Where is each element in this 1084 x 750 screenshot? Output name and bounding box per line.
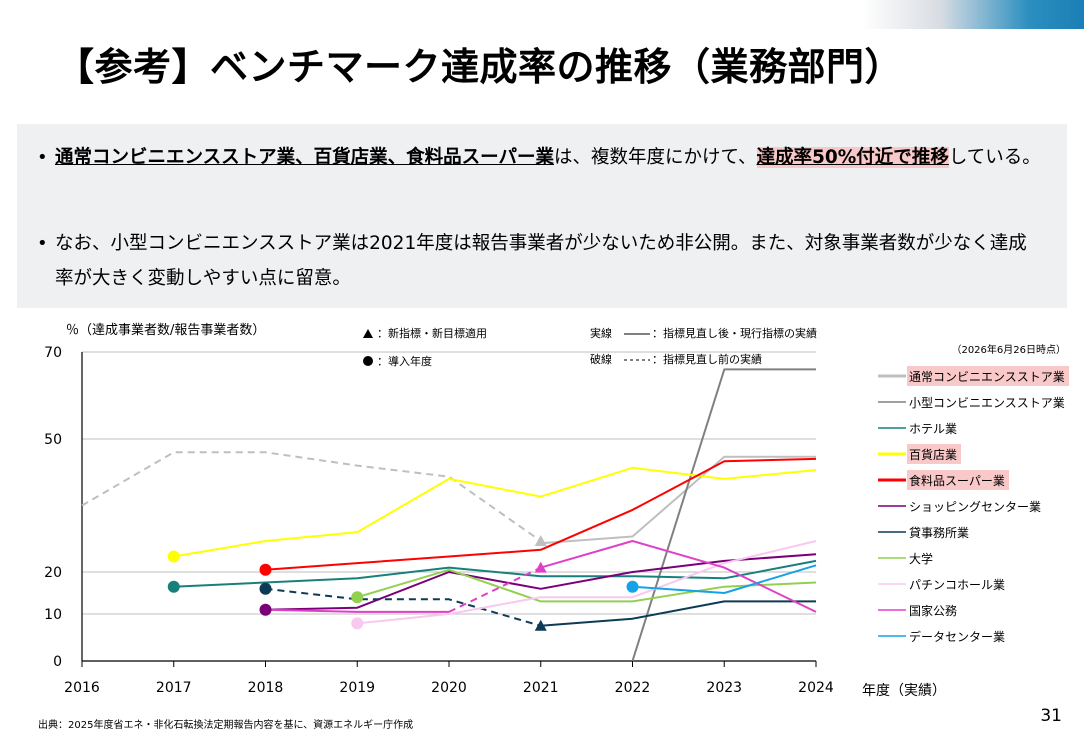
as-of-date-note: （2026年6月26日時点）	[951, 345, 1066, 356]
series-10-line-2	[540, 540, 817, 613]
bullet-dot: •	[37, 147, 48, 168]
achievement-highlight: 達成率50%付近で推移	[756, 147, 949, 168]
annotation-circle-text: ：導入年度	[377, 354, 432, 368]
series-1-line	[540, 455, 816, 545]
corner-accent-bar	[862, 0, 1084, 29]
annotation-triangle-icon	[363, 329, 373, 338]
legend-highlight-4	[907, 444, 961, 464]
legend-label-11: データセンター業	[909, 629, 1005, 644]
annotation-dashed-label: 破線	[590, 352, 612, 366]
series-5-line	[265, 457, 817, 571]
series-8-line	[357, 568, 817, 603]
annotation-solid-text: ：指標見直し後・現行指標の実績	[652, 326, 817, 340]
summary-bullet-1: • 通常コンビニエンスストア業、百貨店業、食料品スーパー業は、複数年度にかけて、…	[37, 140, 1045, 175]
legend-highlight-5	[907, 470, 1009, 490]
legend-label-2: 小型コンビニエンスストア業	[909, 396, 1065, 410]
series-6-line	[265, 553, 817, 611]
legend-label-10: 国家公務	[909, 603, 957, 618]
series-10-line	[265, 608, 449, 613]
legend-label-5: 食料品スーパー業	[909, 473, 1005, 488]
series-4-line	[173, 466, 817, 558]
x-tick-label: 2017	[156, 680, 192, 696]
y-tick-label: 0	[53, 654, 62, 670]
x-tick-label: 2016	[64, 680, 100, 696]
series-1-dashed-line	[81, 451, 542, 542]
series-7-start-marker	[259, 582, 272, 595]
bullet1-text-end: している。	[948, 147, 1041, 168]
summary-bullet-2: • なお、小型コンビニエンスストア業は2021年度は報告事業者が少ないため非公開…	[37, 226, 1045, 296]
legend-label-9: パチンコホール業	[909, 578, 1005, 592]
legend-label-6: ショッピングセンター業	[909, 500, 1041, 514]
y-axis-label: ％（達成事業者数/報告事業者数）	[66, 322, 265, 338]
x-tick-label: 2021	[523, 680, 559, 696]
series-9-line	[357, 540, 817, 625]
series-11-start-marker	[626, 580, 639, 593]
legend-highlight-1	[907, 366, 1069, 386]
x-axis-label: 年度（実績）	[862, 683, 946, 699]
legend-label-7: 貸事務所業	[909, 525, 969, 540]
x-tick-label: 2018	[248, 680, 284, 696]
page-number: 31	[1040, 706, 1062, 726]
annotation-solid-label: 実線	[590, 326, 612, 340]
page-title: 【参考】ベンチマーク達成率の推移（業務部門）	[56, 45, 904, 89]
series-7-triangle-marker	[534, 619, 547, 631]
benchmark-line-chart: 0 10 20 50 70 2016 2017 2018 2019 2020 2021 2022 202…	[44, 322, 1069, 699]
series-3-start-marker	[167, 580, 180, 593]
x-tick-label: 2022	[615, 680, 651, 696]
series-3-line	[173, 559, 817, 588]
series-5-start-marker	[259, 563, 272, 576]
x-tick-label: 2024	[798, 680, 834, 696]
x-tick-label: 2023	[706, 680, 742, 696]
series-8-start-marker	[351, 591, 364, 604]
source-note: 出典：2025年度省エネ・非化石転換法定期報告内容を基に、資源エネルギー庁作成	[38, 720, 414, 731]
legend-label-8: 大学	[909, 551, 933, 566]
series-10-triangle-marker	[534, 561, 547, 573]
annotation-dashed-text: ：指標見直し前の実績	[652, 352, 762, 366]
series-1-triangle-marker	[534, 534, 547, 546]
legend-label-1: 通常コンビニエンスストア業	[909, 370, 1065, 384]
y-tick-label: 10	[44, 607, 62, 623]
legend-label-4: 百貨店業	[909, 447, 957, 462]
series-11-line	[632, 564, 817, 594]
bullet2-text: なお、小型コンビニエンスストア業は2021年度は報告事業者が少ないため非公開。ま…	[55, 233, 1027, 289]
series-2-line	[631, 368, 816, 662]
series-9-start-marker	[351, 617, 364, 630]
y-tick-label: 20	[44, 565, 62, 581]
legend-label-3: ホテル業	[909, 422, 957, 436]
series-7-dashed-line	[265, 587, 542, 627]
series-10-dashed-line	[448, 566, 542, 613]
y-tick-label: 70	[44, 345, 62, 361]
annotation-circle-icon	[363, 356, 373, 366]
x-tick-label: 2019	[339, 680, 375, 696]
bullet1-text-mid: は、複数年度にかけて、	[553, 147, 757, 168]
industries-underlined: 通常コンビニエンスストア業、百貨店業、食料品スーパー業	[55, 147, 554, 168]
bullet-dot: •	[37, 233, 48, 254]
summary-box: • 通常コンビニエンスストア業、百貨店業、食料品スーパー業は、複数年度にかけて、…	[17, 124, 1067, 308]
annotation-triangle-text: ：新指標・新目標適用	[377, 326, 487, 340]
series-6-start-marker	[259, 603, 272, 616]
y-tick-label: 50	[44, 432, 62, 448]
series-7-line	[540, 600, 816, 627]
x-tick-label: 2020	[431, 680, 467, 696]
series-4-start-marker	[167, 550, 180, 563]
